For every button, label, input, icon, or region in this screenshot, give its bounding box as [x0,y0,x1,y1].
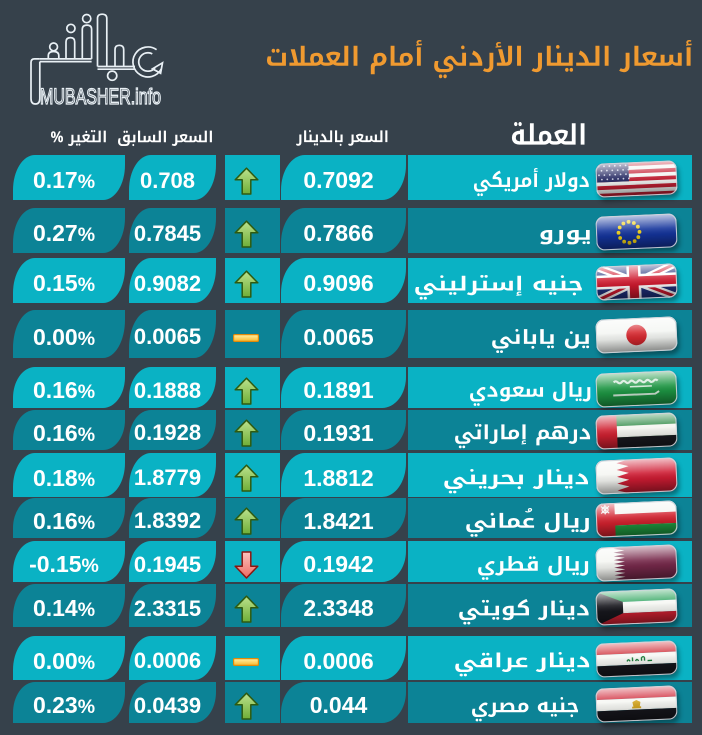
svg-text:MUBASHER.info: MUBASHER.info [40,84,161,109]
